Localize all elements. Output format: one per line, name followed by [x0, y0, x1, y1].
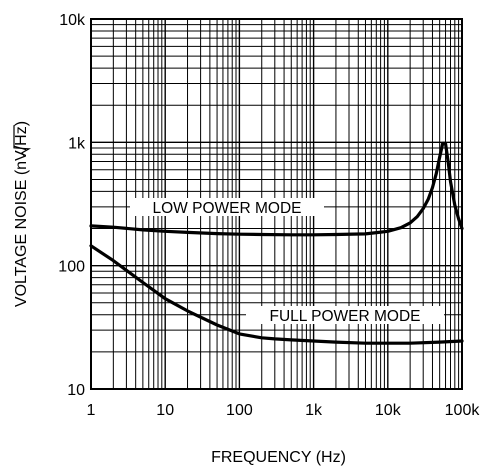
x-tick-label: 1k — [305, 402, 323, 419]
y-axis-title-prefix: VOLTAGE NOISE (nV/ — [13, 145, 30, 307]
y-axis-title-group: VOLTAGE NOISE (nV/Hz) — [13, 121, 32, 307]
y-axis-title-radicand: Hz — [13, 126, 30, 146]
series-line — [89, 141, 464, 237]
series-label: LOW POWER MODE — [153, 200, 302, 217]
y-tick-label: 10 — [67, 382, 85, 399]
x-tick-label: 1 — [87, 402, 96, 419]
y-tick-label: 100 — [58, 259, 85, 276]
y-tick-label: 10k — [59, 12, 86, 29]
series-lines — [89, 141, 464, 345]
y-axis-title-suffix: ) — [13, 121, 30, 126]
x-tick-labels: 1 10 100 1k 10k 100k — [87, 402, 481, 419]
annotations: LOW POWER MODE FULL POWER MODE — [130, 198, 444, 325]
annotation-background — [130, 198, 324, 216]
y-tick-label: 1k — [68, 135, 86, 152]
plot-frame — [90, 18, 463, 390]
x-tick-label: 100k — [445, 402, 481, 419]
y-tick-labels: 10 100 1k 10k — [58, 12, 86, 399]
y-axis-title: VOLTAGE NOISE (nV/Hz) — [13, 121, 30, 307]
x-tick-label: 10k — [375, 402, 402, 419]
x-axis-title: FREQUENCY (Hz) — [211, 449, 346, 466]
x-tick-label: 10 — [156, 402, 174, 419]
sqrt-symbol — [13, 125, 32, 157]
series-line — [89, 244, 464, 345]
series-label: FULL POWER MODE — [270, 308, 421, 325]
x-tick-label: 100 — [226, 402, 253, 419]
annotation-background — [246, 306, 444, 324]
